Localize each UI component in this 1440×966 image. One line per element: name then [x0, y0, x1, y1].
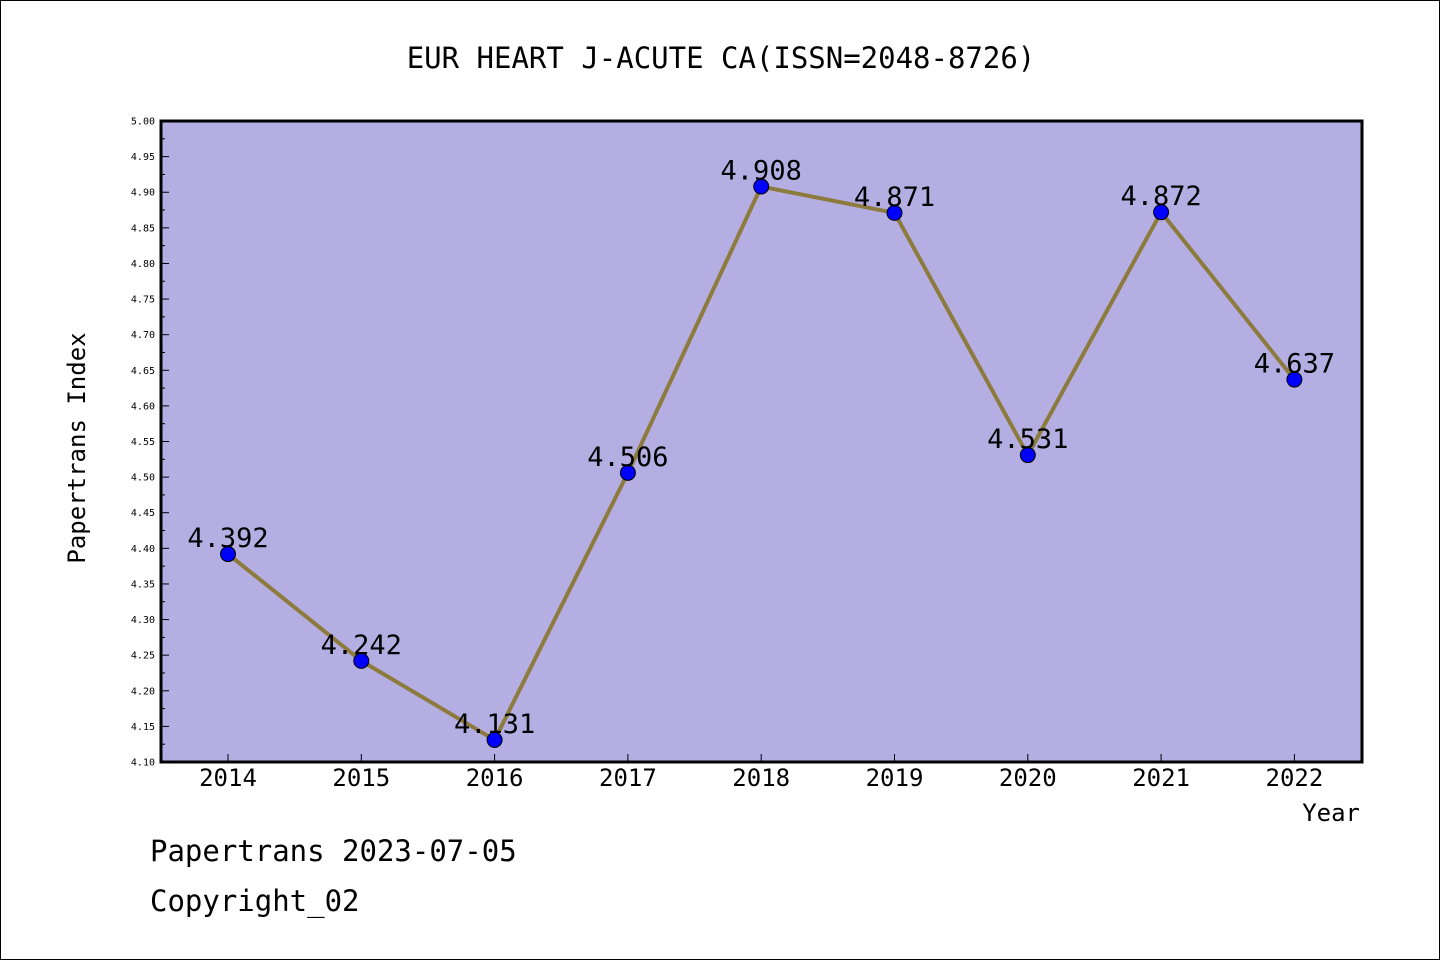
x-axis-label: Year [1302, 799, 1360, 827]
chart-title: EUR HEART J-ACUTE CA(ISSN=2048-8726) [407, 41, 1036, 75]
x-tick-label: 2014 [199, 764, 257, 792]
y-tick-label: 4.60 [131, 401, 155, 412]
data-point [353, 652, 370, 669]
y-tick-label: 4.35 [131, 579, 155, 590]
y-tick-label: 4.85 [131, 223, 155, 234]
footer-date: Papertrans 2023-07-05 [150, 834, 517, 868]
data-point [1153, 204, 1170, 221]
footer-copyright: Copyright_02 [150, 884, 360, 918]
x-tick-label: 2019 [866, 764, 924, 792]
y-tick-label: 4.20 [131, 686, 155, 697]
y-tick-label: 4.90 [131, 188, 155, 199]
x-tick-label: 2022 [1266, 764, 1324, 792]
y-tick-label: 4.75 [131, 295, 155, 306]
data-label: 4.637 [1254, 349, 1335, 380]
data-point [753, 178, 770, 195]
data-label: 4.242 [321, 630, 402, 661]
y-tick-label: 4.45 [131, 508, 155, 519]
y-tick-label: 4.70 [131, 330, 155, 341]
y-axis: 4.10 4.15 4.20 4.25 4.30 4.35 4.40 4.45 4.50 4.55… [131, 117, 169, 769]
data-point [619, 464, 636, 481]
y-tick-label: 4.30 [131, 615, 155, 626]
y-axis-label: Papertrans Index [63, 332, 91, 563]
data-label: 4.872 [1120, 181, 1201, 212]
y-tick-label: 4.55 [131, 437, 155, 448]
data-label: 4.131 [454, 709, 535, 740]
x-tick-label: 2015 [332, 764, 390, 792]
data-point [486, 731, 503, 748]
y-tick-label: 4.65 [131, 366, 155, 377]
x-tick-label: 2016 [466, 764, 524, 792]
plot-area [159, 119, 1364, 764]
y-tick-label: 5.00 [131, 117, 155, 128]
y-tick-label: 4.50 [131, 473, 155, 484]
data-point [886, 204, 903, 221]
y-tick-label: 4.95 [131, 152, 155, 163]
y-tick-label: 4.40 [131, 544, 155, 555]
series-papertrans-index: 4.392 4.242 4.131 4.506 4.908 4.871 4.531 4.872… [187, 156, 1335, 748]
data-label: 4.908 [721, 156, 802, 187]
data-label: 4.506 [587, 442, 668, 473]
y-tick-label: 4.10 [131, 758, 155, 769]
data-point [1286, 371, 1303, 388]
data-label: 4.871 [854, 182, 935, 213]
y-tick-label: 4.80 [131, 259, 155, 270]
x-tick-label: 2021 [1132, 764, 1190, 792]
data-point [1019, 447, 1036, 464]
x-tick-label: 2020 [999, 764, 1057, 792]
data-point [220, 546, 236, 563]
x-tick-label: 2017 [599, 764, 657, 792]
x-tick-label: 2018 [732, 764, 790, 792]
y-tick-label: 4.25 [131, 651, 155, 662]
y-tick-label: 4.15 [131, 722, 155, 733]
data-label: 4.392 [187, 523, 268, 554]
data-label: 4.531 [987, 424, 1068, 455]
x-axis: 2014 2015 2016 2017 2018 2019 2020 2021 2022 [199, 754, 1323, 792]
